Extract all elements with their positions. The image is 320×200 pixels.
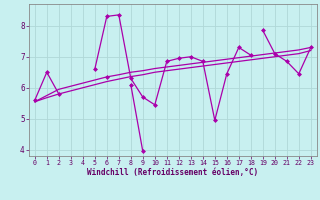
- X-axis label: Windchill (Refroidissement éolien,°C): Windchill (Refroidissement éolien,°C): [87, 168, 258, 177]
